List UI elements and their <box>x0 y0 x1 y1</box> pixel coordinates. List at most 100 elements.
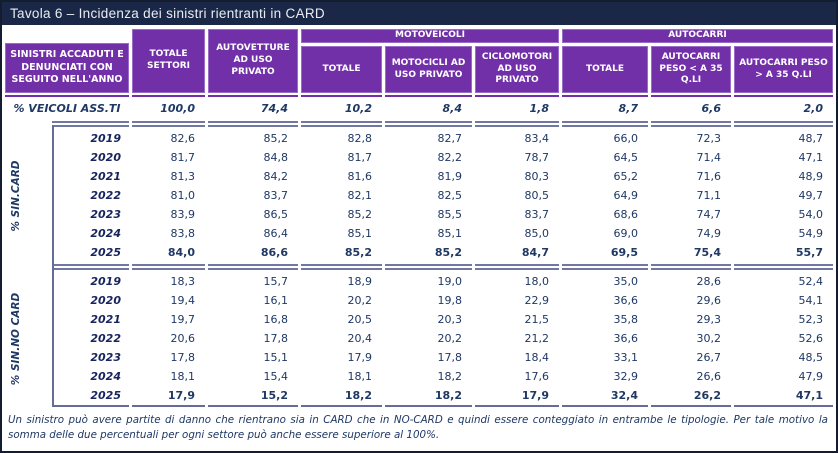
table-row: 2020 81,7 84,8 81,7 82,2 78,7 64,5 71,4 47,1 <box>2 148 836 167</box>
value-cell: 8,7 <box>618 102 639 115</box>
value-cell: 81,7 <box>170 151 196 164</box>
value-cell: 36,6 <box>613 294 639 307</box>
double-separator <box>2 121 836 127</box>
value-cell: 47,1 <box>795 389 823 402</box>
section-no-card: % SIN.NO CARD 2019 18,3 15,7 18,9 19,0 18,0 35,… <box>2 272 836 405</box>
table-row: 2022 81,0 83,7 82,1 82,5 80,5 64,9 71,1 49,7 <box>2 186 836 205</box>
header-moto-totale: TOTALE <box>301 46 382 93</box>
value-cell: 71,4 <box>696 151 722 164</box>
value-cell: 18,2 <box>434 389 462 402</box>
year-cell: 2021 <box>90 170 121 183</box>
value-cell: 22,9 <box>524 294 550 307</box>
value-cell: 85,2 <box>263 132 289 145</box>
year-cell: 2020 <box>90 151 121 164</box>
header-moto-motocicli: MOTOCICLI AD USO PRIVATO <box>385 46 472 93</box>
year-cell: 2019 <box>90 132 121 145</box>
value-cell: 47,1 <box>798 151 824 164</box>
year-cell: 2020 <box>90 294 121 307</box>
separator-segment <box>562 95 648 97</box>
value-cell: 32,9 <box>613 370 639 383</box>
value-cell: 16,1 <box>263 294 289 307</box>
value-cell: 81,7 <box>347 151 373 164</box>
value-cell: 16,8 <box>263 313 289 326</box>
separator-segment <box>52 405 129 407</box>
value-cell: 64,5 <box>613 151 639 164</box>
value-cell: 54,1 <box>798 294 824 307</box>
value-cell: 100,0 <box>160 102 195 115</box>
value-cell: 85,2 <box>434 246 462 259</box>
value-cell: 84,2 <box>263 170 289 183</box>
separator-segment <box>651 405 731 407</box>
value-cell: 15,2 <box>260 389 288 402</box>
year-cell: 2022 <box>90 189 121 202</box>
value-cell: 82,8 <box>347 132 373 145</box>
bottom-border <box>2 405 836 407</box>
value-cell: 48,7 <box>798 132 824 145</box>
separator-segment <box>734 121 833 127</box>
value-cell: 68,6 <box>613 208 639 221</box>
value-cell: 30,2 <box>696 332 722 345</box>
value-cell: 85,0 <box>524 227 550 240</box>
separator-segment <box>651 95 731 97</box>
value-cell: 32,4 <box>610 389 638 402</box>
value-cell: 52,6 <box>798 332 824 345</box>
value-cell: 74,7 <box>696 208 722 221</box>
separator-segment <box>734 95 833 97</box>
value-cell: 75,4 <box>693 246 721 259</box>
table-row: 2022 20,6 17,8 20,4 20,2 21,2 36,6 30,2 52,6 <box>2 329 836 348</box>
year-cell: 2022 <box>90 332 121 345</box>
separator-segment <box>132 264 205 270</box>
value-cell: 83,7 <box>524 208 550 221</box>
table-row: 2025 84,0 86,6 85,2 85,2 84,7 69,5 75,4 55,7 <box>2 243 836 262</box>
separator-segment <box>301 264 382 270</box>
value-cell: 17,8 <box>170 351 196 364</box>
value-cell: 33,1 <box>613 351 639 364</box>
header-totale-settori: TOTALE SETTORI <box>132 29 205 93</box>
value-cell: 82,6 <box>170 132 196 145</box>
separator-segment <box>475 264 559 270</box>
value-cell: 86,6 <box>260 246 288 259</box>
separator-segment <box>132 95 205 97</box>
double-separator <box>2 264 836 270</box>
value-cell: 28,6 <box>696 275 722 288</box>
value-cell: 55,7 <box>795 246 823 259</box>
value-cell: 83,8 <box>170 227 196 240</box>
value-cell: 15,4 <box>263 370 289 383</box>
value-cell: 74,4 <box>260 102 288 115</box>
separator-segment <box>385 121 472 127</box>
veicoli-row-label: % VEICOLI ASS.TI <box>13 102 121 115</box>
value-cell: 26,2 <box>693 389 721 402</box>
value-cell: 78,7 <box>524 151 550 164</box>
value-cell: 17,6 <box>524 370 550 383</box>
table-row: 2023 17,8 15,1 17,9 17,8 18,4 33,1 26,7 48,5 <box>2 348 836 367</box>
header-row-label: SINISTRI ACCADUTI E DENUNCIATI CON SEGUI… <box>5 43 129 93</box>
value-cell: 82,1 <box>347 189 373 202</box>
separator-segment <box>385 95 472 97</box>
value-cell: 81,3 <box>170 170 196 183</box>
value-cell: 69,5 <box>610 246 638 259</box>
value-cell: 20,4 <box>347 332 373 345</box>
section-vertical-label: % SIN.CARD <box>10 159 22 232</box>
separator-segment <box>301 121 382 127</box>
value-cell: 86,5 <box>263 208 289 221</box>
value-cell: 20,6 <box>170 332 196 345</box>
value-cell: 29,3 <box>696 313 722 326</box>
year-cell: 2025 <box>90 246 121 259</box>
value-cell: 64,9 <box>613 189 639 202</box>
value-cell: 35,8 <box>613 313 639 326</box>
section-vertical-label: % SIN.NO CARD <box>10 292 22 385</box>
separator-segment <box>208 405 298 407</box>
header-underline <box>2 95 836 97</box>
value-cell: 17,9 <box>521 389 549 402</box>
value-cell: 82,2 <box>437 151 463 164</box>
year-cell: 2025 <box>90 389 121 402</box>
value-cell: 26,6 <box>696 370 722 383</box>
value-cell: 81,6 <box>347 170 373 183</box>
value-cell: 17,8 <box>437 351 463 364</box>
value-cell: 8,4 <box>442 102 463 115</box>
value-cell: 48,5 <box>798 351 824 364</box>
value-cell: 19,4 <box>170 294 196 307</box>
year-cell: 2024 <box>90 227 121 240</box>
value-cell: 72,3 <box>696 132 722 145</box>
